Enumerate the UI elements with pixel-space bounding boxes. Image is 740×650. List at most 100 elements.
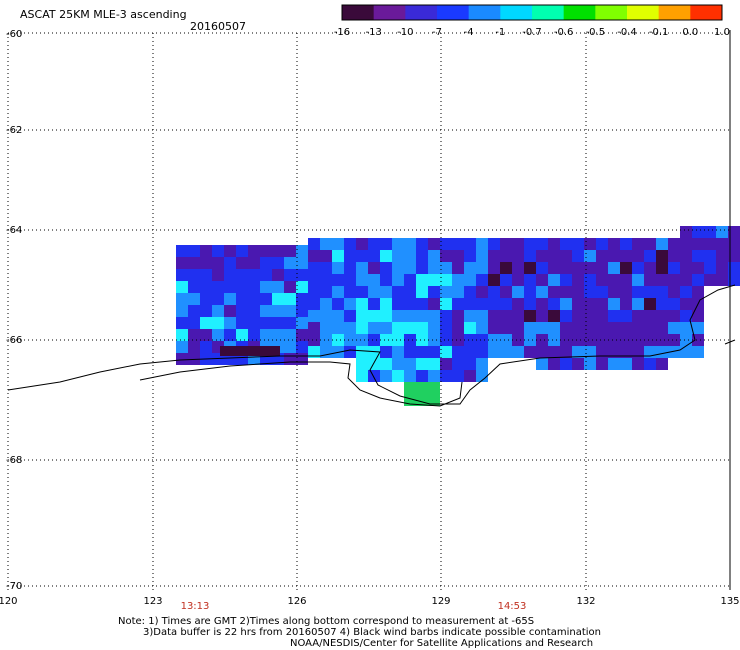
swath-cell: [320, 286, 332, 298]
swath-cell: [680, 286, 692, 298]
swath-cell: [188, 329, 200, 341]
swath-cell: [392, 358, 404, 370]
swath-cell: [584, 298, 596, 310]
swath-cell: [416, 322, 428, 334]
swath-cell: [500, 346, 512, 358]
swath-cell: [656, 298, 668, 310]
swath-cell: [368, 322, 380, 334]
swath-cell: [476, 286, 488, 298]
swath-cell: [668, 322, 680, 334]
swath-cell: [272, 245, 284, 257]
swath-cell: [284, 269, 296, 281]
swath-cell: [560, 250, 572, 262]
swath-cell: [584, 322, 596, 334]
swath-cell: [452, 298, 464, 310]
colorbar-label: 1.0: [714, 27, 730, 38]
swath-cell: [332, 322, 344, 334]
swath-cell: [248, 269, 260, 281]
swath-cell: [512, 274, 524, 286]
swath-cell: [464, 262, 476, 274]
swath-cell: [680, 250, 692, 262]
swath-cell: [248, 305, 260, 317]
swath-cell: [464, 238, 476, 250]
swath-cell: [680, 262, 692, 274]
swath-cell: [512, 346, 524, 358]
swath-cell: [368, 250, 380, 262]
swath-cell: [332, 238, 344, 250]
lon-label: 123: [143, 596, 162, 607]
swath-cell: [392, 262, 404, 274]
swath-cell: [404, 334, 416, 346]
swath-cell: [692, 334, 704, 346]
swath-cell: [296, 305, 308, 317]
swath-cell: [560, 310, 572, 322]
swath-cell: [452, 322, 464, 334]
note-line-2: 3)Data buffer is 22 hrs from 20160507 4)…: [143, 627, 601, 638]
swath-cell: [404, 238, 416, 250]
swath-cell: [584, 250, 596, 262]
swath-cell: [440, 334, 452, 346]
data-swath: [176, 226, 740, 406]
swath-cell: [380, 298, 392, 310]
swath-cell: [716, 274, 728, 286]
swath-cell: [176, 293, 188, 305]
swath-cell: [260, 269, 272, 281]
lat-label: -66: [6, 335, 22, 346]
colorbar-segment: [437, 5, 470, 20]
swath-cell: [596, 298, 608, 310]
swath-cell: [212, 293, 224, 305]
swath-cell: [656, 286, 668, 298]
swath-cell: [332, 262, 344, 274]
swath-cell: [668, 250, 680, 262]
swath-cell: [260, 257, 272, 269]
swath-cell: [584, 274, 596, 286]
swath-cell: [524, 322, 536, 334]
swath-cell: [716, 262, 728, 274]
swath-cell: [728, 262, 740, 274]
swath-cell: [356, 262, 368, 274]
time-label: 13:13: [181, 601, 210, 612]
swath-cell: [500, 286, 512, 298]
swath-cell: [512, 262, 524, 274]
swath-cell: [440, 262, 452, 274]
swath-cell: [632, 298, 644, 310]
swath-cell: [296, 257, 308, 269]
swath-cell: [548, 262, 560, 274]
swath-cell: [188, 245, 200, 257]
swath-cell: [728, 238, 740, 250]
swath-cell: [608, 298, 620, 310]
swath-cell: [524, 334, 536, 346]
swath-cell: [452, 346, 464, 358]
swath-cell: [476, 262, 488, 274]
swath-cell: [344, 322, 356, 334]
swath-cell: [332, 286, 344, 298]
swath-cell: [200, 245, 212, 257]
lon-label: 132: [576, 596, 595, 607]
swath-cell: [464, 310, 476, 322]
swath-cell: [608, 310, 620, 322]
swath-cell: [440, 250, 452, 262]
swath-cell: [284, 293, 296, 305]
swath-cell: [644, 334, 656, 346]
swath-cell: [548, 286, 560, 298]
swath-cell: [476, 310, 488, 322]
swath-cell: [392, 274, 404, 286]
swath-cell: [728, 226, 740, 238]
swath-cell: [668, 274, 680, 286]
swath-cell: [668, 346, 680, 358]
swath-cell: [380, 310, 392, 322]
swath-cell: [692, 250, 704, 262]
swath-cell: [524, 274, 536, 286]
colorbar-label: -0.4: [617, 27, 637, 38]
swath-cell: [320, 298, 332, 310]
swath-cell: [452, 370, 464, 382]
swath-cell: [512, 334, 524, 346]
swath-cell: [572, 298, 584, 310]
swath-cell: [524, 310, 536, 322]
swath-cell: [548, 346, 560, 358]
swath-cell: [536, 298, 548, 310]
swath-cell: [428, 310, 440, 322]
swath-cell: [476, 370, 488, 382]
swath-cell: [440, 286, 452, 298]
swath-cell: [356, 250, 368, 262]
